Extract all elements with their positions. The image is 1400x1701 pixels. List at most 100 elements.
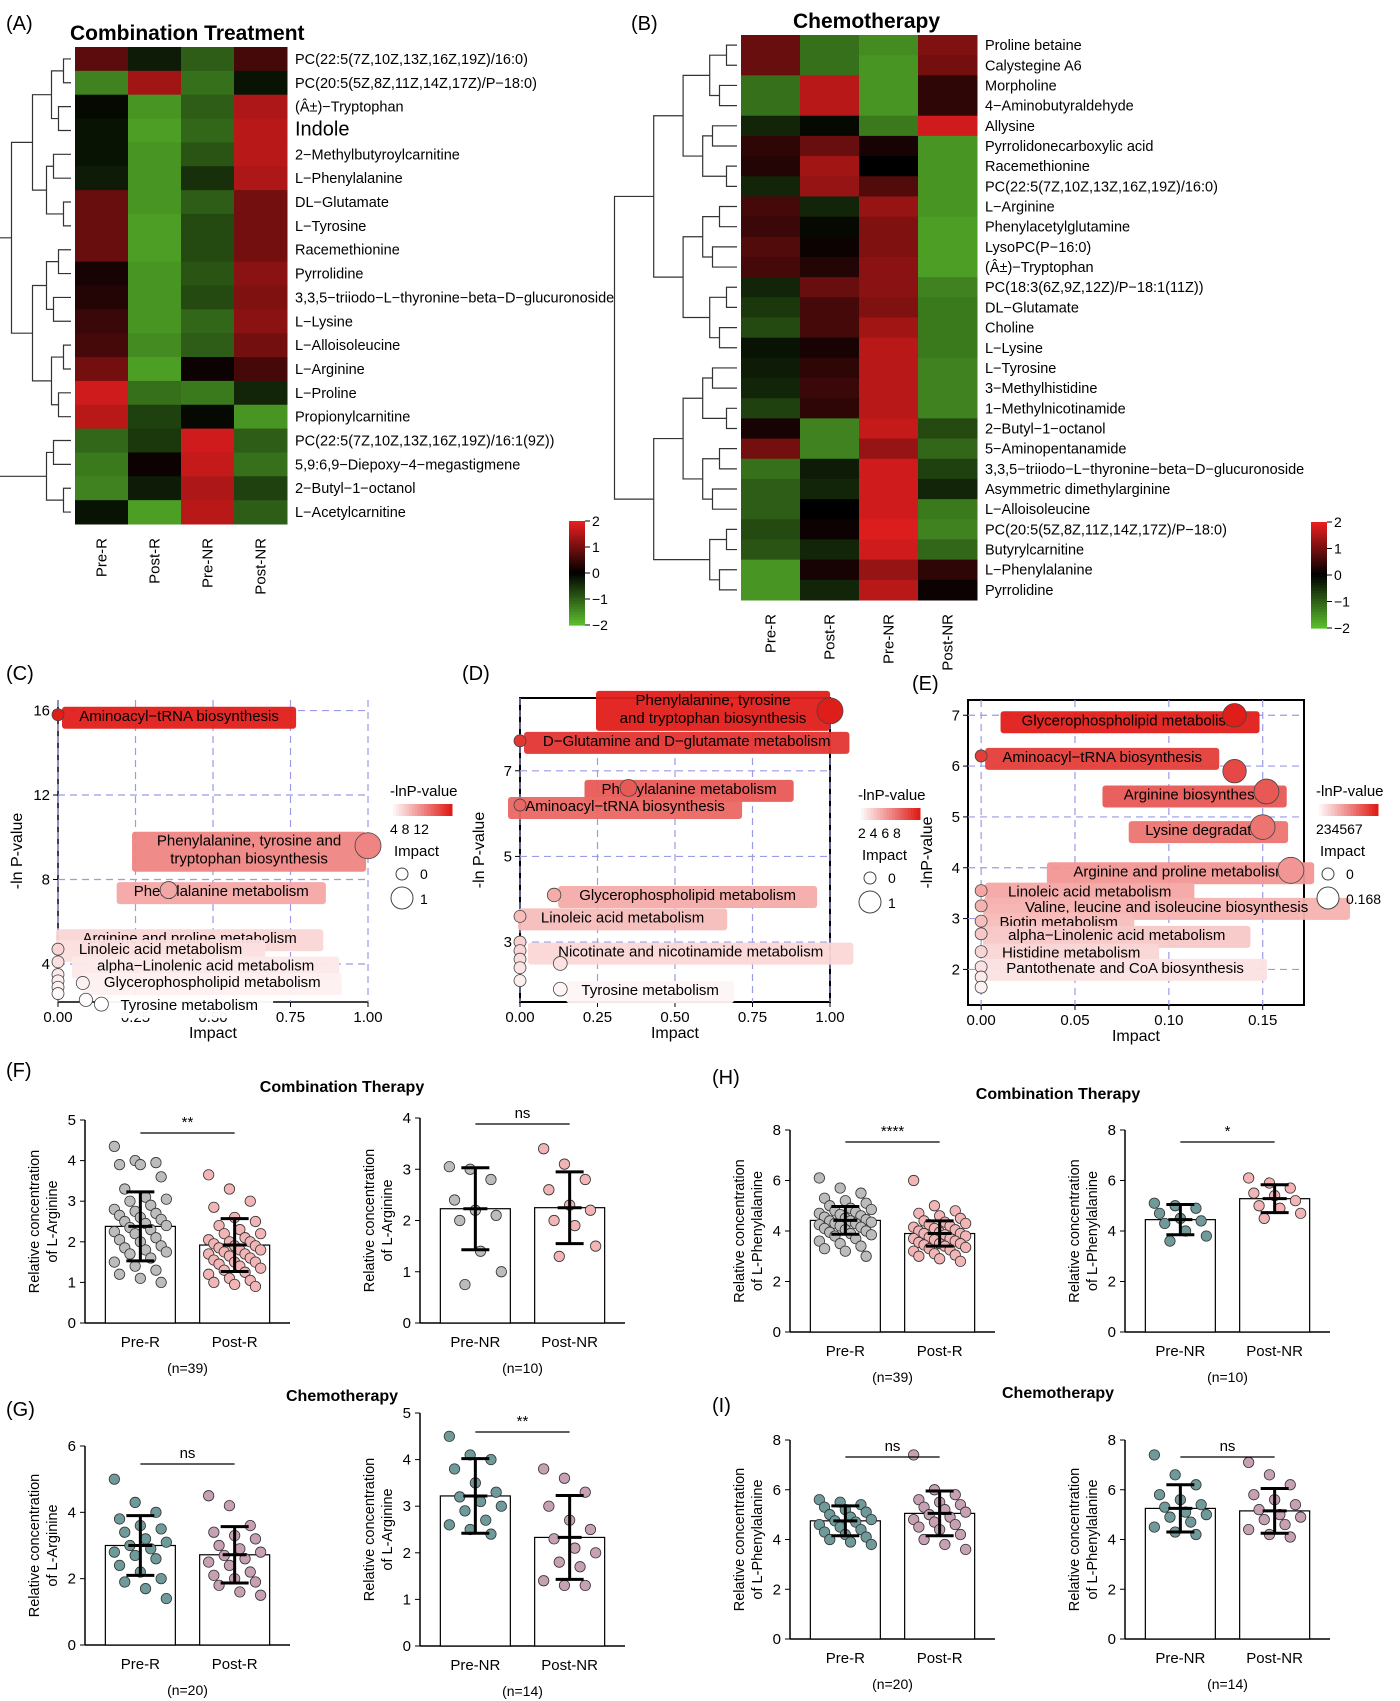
y-tick-label: 3 [68,1193,76,1210]
y-tick-label: 2 [952,961,960,978]
data-point [1295,1207,1307,1219]
heatmap-cell [859,75,919,97]
heatmap-row-label: Pyrrolidine [985,583,1054,599]
x-tick-label: 0.50 [660,1009,689,1026]
heatmap-column-label: Pre-NR [200,538,217,588]
pathway-label: Glycerophospholipid metabolism [579,887,796,904]
colorbar-step [569,560,585,564]
colorbar-tick-label: 1 [592,539,600,555]
pathway-label: Phenylalanine, tyrosine [635,692,790,709]
heatmap-cell [128,500,182,525]
heatmap-cell [859,277,919,298]
dendrogram-branch [725,286,737,309]
data-point [1195,1215,1207,1227]
pathway-point [974,927,988,941]
pathway-label: Aminoacyl−tRNA biosynthesis [79,708,279,725]
pathway-label: Valine, leucine and isoleucine biosynthe… [1025,899,1308,916]
y-tick-label: 2 [68,1234,76,1251]
heatmap-cell [741,277,801,298]
legend-gradient-step [876,808,881,820]
data-point [553,1250,565,1262]
data-point [960,1543,972,1556]
data-point [865,1514,877,1526]
legend-gradient-step [901,808,905,820]
colorbar-step [569,521,585,525]
heatmap-cell [800,519,860,540]
dendrogram-branch [725,528,737,551]
data-point [129,1496,141,1508]
legend-gradient-step [1316,804,1320,816]
data-point [203,1169,215,1181]
legend-title: Impact [1320,843,1366,860]
legend-size-circle [858,890,882,914]
y-tick-label: 5 [952,809,960,826]
data-point [150,1157,162,1169]
x-tick-label: 1.00 [353,1009,382,1026]
data-point [474,1495,487,1508]
heatmap-cell [181,70,235,96]
significance-label: ns [1220,1438,1236,1455]
pathway-label-box [1102,785,1287,808]
heatmap-row-label: Asymmetric dimethylarginine [985,482,1170,498]
heatmap-cell [75,380,129,406]
dendrogram-branch [45,261,59,310]
data-point [160,1592,172,1605]
data-point [134,1272,146,1284]
pathway-label: Linoleic acid metabolism [79,941,242,958]
heatmap-cell [800,438,860,460]
heatmap-cell [859,256,919,278]
heatmap-cell [918,75,978,97]
y-tick-label: 2 [403,1213,411,1230]
colorbar-step [569,547,585,551]
colorbar-step [1311,588,1327,592]
legend-gradient-step [1319,804,1323,816]
panel-title: Chemotherapy [1002,1385,1114,1402]
colorbar-step [569,580,585,584]
heatmap-cell [918,216,978,238]
heatmap-cell [800,196,860,218]
y-tick-label: 4 [773,1223,781,1240]
heatmap-row-label: Proline betaine [985,38,1082,54]
pathway-point [1222,759,1247,784]
data-point [213,1539,225,1552]
colorbar-step [569,541,585,545]
pathway-label: Linoleic acid metabolism [1008,884,1171,901]
heatmap-cell [859,317,919,339]
pathway-label-box [566,981,734,1004]
y-tick-label: 0 [1108,1631,1116,1648]
data-point [139,1533,152,1545]
y-tick-label: 2 [1108,1581,1116,1598]
heatmap-cell [800,559,860,581]
heatmap-row-label: Butyrylcarnitine [985,543,1084,559]
y-tick-label: 4 [403,1110,411,1127]
y-tick-label: 2 [403,1545,411,1562]
heatmap-cell [918,378,978,399]
n-label: (n=14) [1207,1676,1248,1692]
colorbar-step [1311,614,1327,618]
pathway-label: and tryptophan biosynthesis [620,710,807,727]
colorbar-step [1311,609,1327,613]
pathway-label: Glycerophospholipid metabolism [104,974,321,991]
colorbar-step [569,565,585,569]
legend-gradient-step [424,804,428,816]
y-axis-label: Relative concentration [27,1474,43,1617]
heatmap-cell [181,190,235,215]
data-point [244,1195,256,1207]
heatmap-cell [128,285,182,310]
dendrogram-branch [725,407,737,430]
heatmap-cell [128,476,182,501]
y-axis-label: Relative concentration [27,1150,43,1293]
legend-gradient-step [445,804,450,816]
data-point [579,1173,591,1186]
heatmap-row-label: PC(18:3(6Z,9Z,12Z)/P−18:1(11Z)) [985,280,1204,296]
heatmap-cell [918,317,978,339]
pathway-point [75,976,90,990]
legend-gradient-step [1356,804,1360,816]
heatmap-cell [859,519,919,540]
data-point [590,1547,602,1559]
heatmap-cell [741,458,801,480]
heatmap-column-label: Post-NR [253,538,270,595]
legend-gradient-step [390,804,394,816]
data-point [813,1172,825,1184]
data-point [203,1556,215,1568]
